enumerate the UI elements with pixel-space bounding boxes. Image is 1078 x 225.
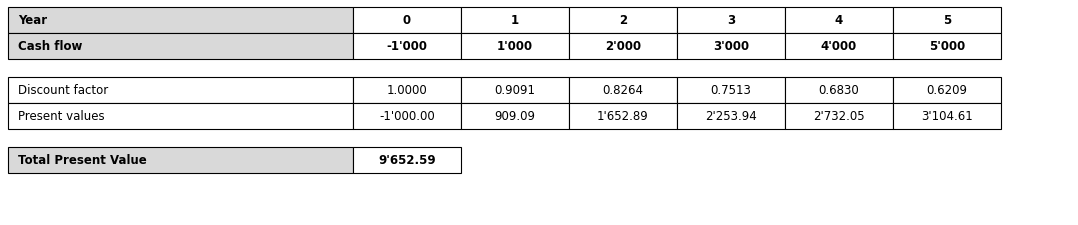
Text: Present values: Present values bbox=[18, 110, 105, 123]
Text: 0: 0 bbox=[403, 14, 411, 27]
Text: 3'000: 3'000 bbox=[713, 40, 749, 53]
Text: 5'000: 5'000 bbox=[929, 40, 965, 53]
Text: 0.7513: 0.7513 bbox=[710, 84, 751, 97]
Bar bbox=[569, 104, 677, 129]
Text: 2'000: 2'000 bbox=[605, 40, 641, 53]
Text: -1'000: -1'000 bbox=[387, 40, 428, 53]
Text: 9'652.59: 9'652.59 bbox=[378, 154, 436, 167]
Bar bbox=[677, 104, 785, 129]
Text: 4'000: 4'000 bbox=[820, 40, 857, 53]
Bar bbox=[461, 34, 569, 60]
Text: 1'652.89: 1'652.89 bbox=[597, 110, 649, 123]
Text: 0.8264: 0.8264 bbox=[603, 84, 644, 97]
Bar bbox=[677, 34, 785, 60]
Text: 0.9091: 0.9091 bbox=[495, 84, 536, 97]
Bar bbox=[569, 34, 677, 60]
Bar bbox=[785, 78, 893, 104]
Bar bbox=[8, 147, 353, 173]
Bar bbox=[893, 104, 1001, 129]
Text: Cash flow: Cash flow bbox=[18, 40, 83, 53]
Bar bbox=[785, 8, 893, 34]
Bar bbox=[8, 8, 353, 34]
Text: Year: Year bbox=[18, 14, 47, 27]
Text: 3'104.61: 3'104.61 bbox=[921, 110, 972, 123]
Text: 2: 2 bbox=[619, 14, 627, 27]
Text: 2'732.05: 2'732.05 bbox=[813, 110, 865, 123]
Bar bbox=[461, 104, 569, 129]
Bar bbox=[461, 78, 569, 104]
Text: 1.0000: 1.0000 bbox=[387, 84, 427, 97]
Text: -1'000.00: -1'000.00 bbox=[379, 110, 434, 123]
Text: 2'253.94: 2'253.94 bbox=[705, 110, 757, 123]
Text: 1: 1 bbox=[511, 14, 520, 27]
Bar bbox=[353, 34, 461, 60]
Bar bbox=[461, 8, 569, 34]
Bar bbox=[353, 147, 461, 173]
Bar bbox=[8, 34, 353, 60]
Text: 4: 4 bbox=[834, 14, 843, 27]
Bar bbox=[569, 8, 677, 34]
Text: 0.6830: 0.6830 bbox=[818, 84, 859, 97]
Bar bbox=[893, 8, 1001, 34]
Bar bbox=[8, 78, 353, 104]
Text: 3: 3 bbox=[727, 14, 735, 27]
Bar bbox=[677, 78, 785, 104]
Text: 5: 5 bbox=[943, 14, 951, 27]
Text: 1'000: 1'000 bbox=[497, 40, 533, 53]
Bar bbox=[569, 78, 677, 104]
Text: Total Present Value: Total Present Value bbox=[18, 154, 147, 167]
Text: 0.6209: 0.6209 bbox=[926, 84, 967, 97]
Bar bbox=[893, 34, 1001, 60]
Bar bbox=[353, 8, 461, 34]
Bar bbox=[893, 78, 1001, 104]
Bar bbox=[8, 104, 353, 129]
Bar bbox=[353, 78, 461, 104]
Text: Discount factor: Discount factor bbox=[18, 84, 109, 97]
Bar bbox=[353, 104, 461, 129]
Bar bbox=[785, 34, 893, 60]
Bar bbox=[785, 104, 893, 129]
Bar bbox=[677, 8, 785, 34]
Text: 909.09: 909.09 bbox=[495, 110, 536, 123]
